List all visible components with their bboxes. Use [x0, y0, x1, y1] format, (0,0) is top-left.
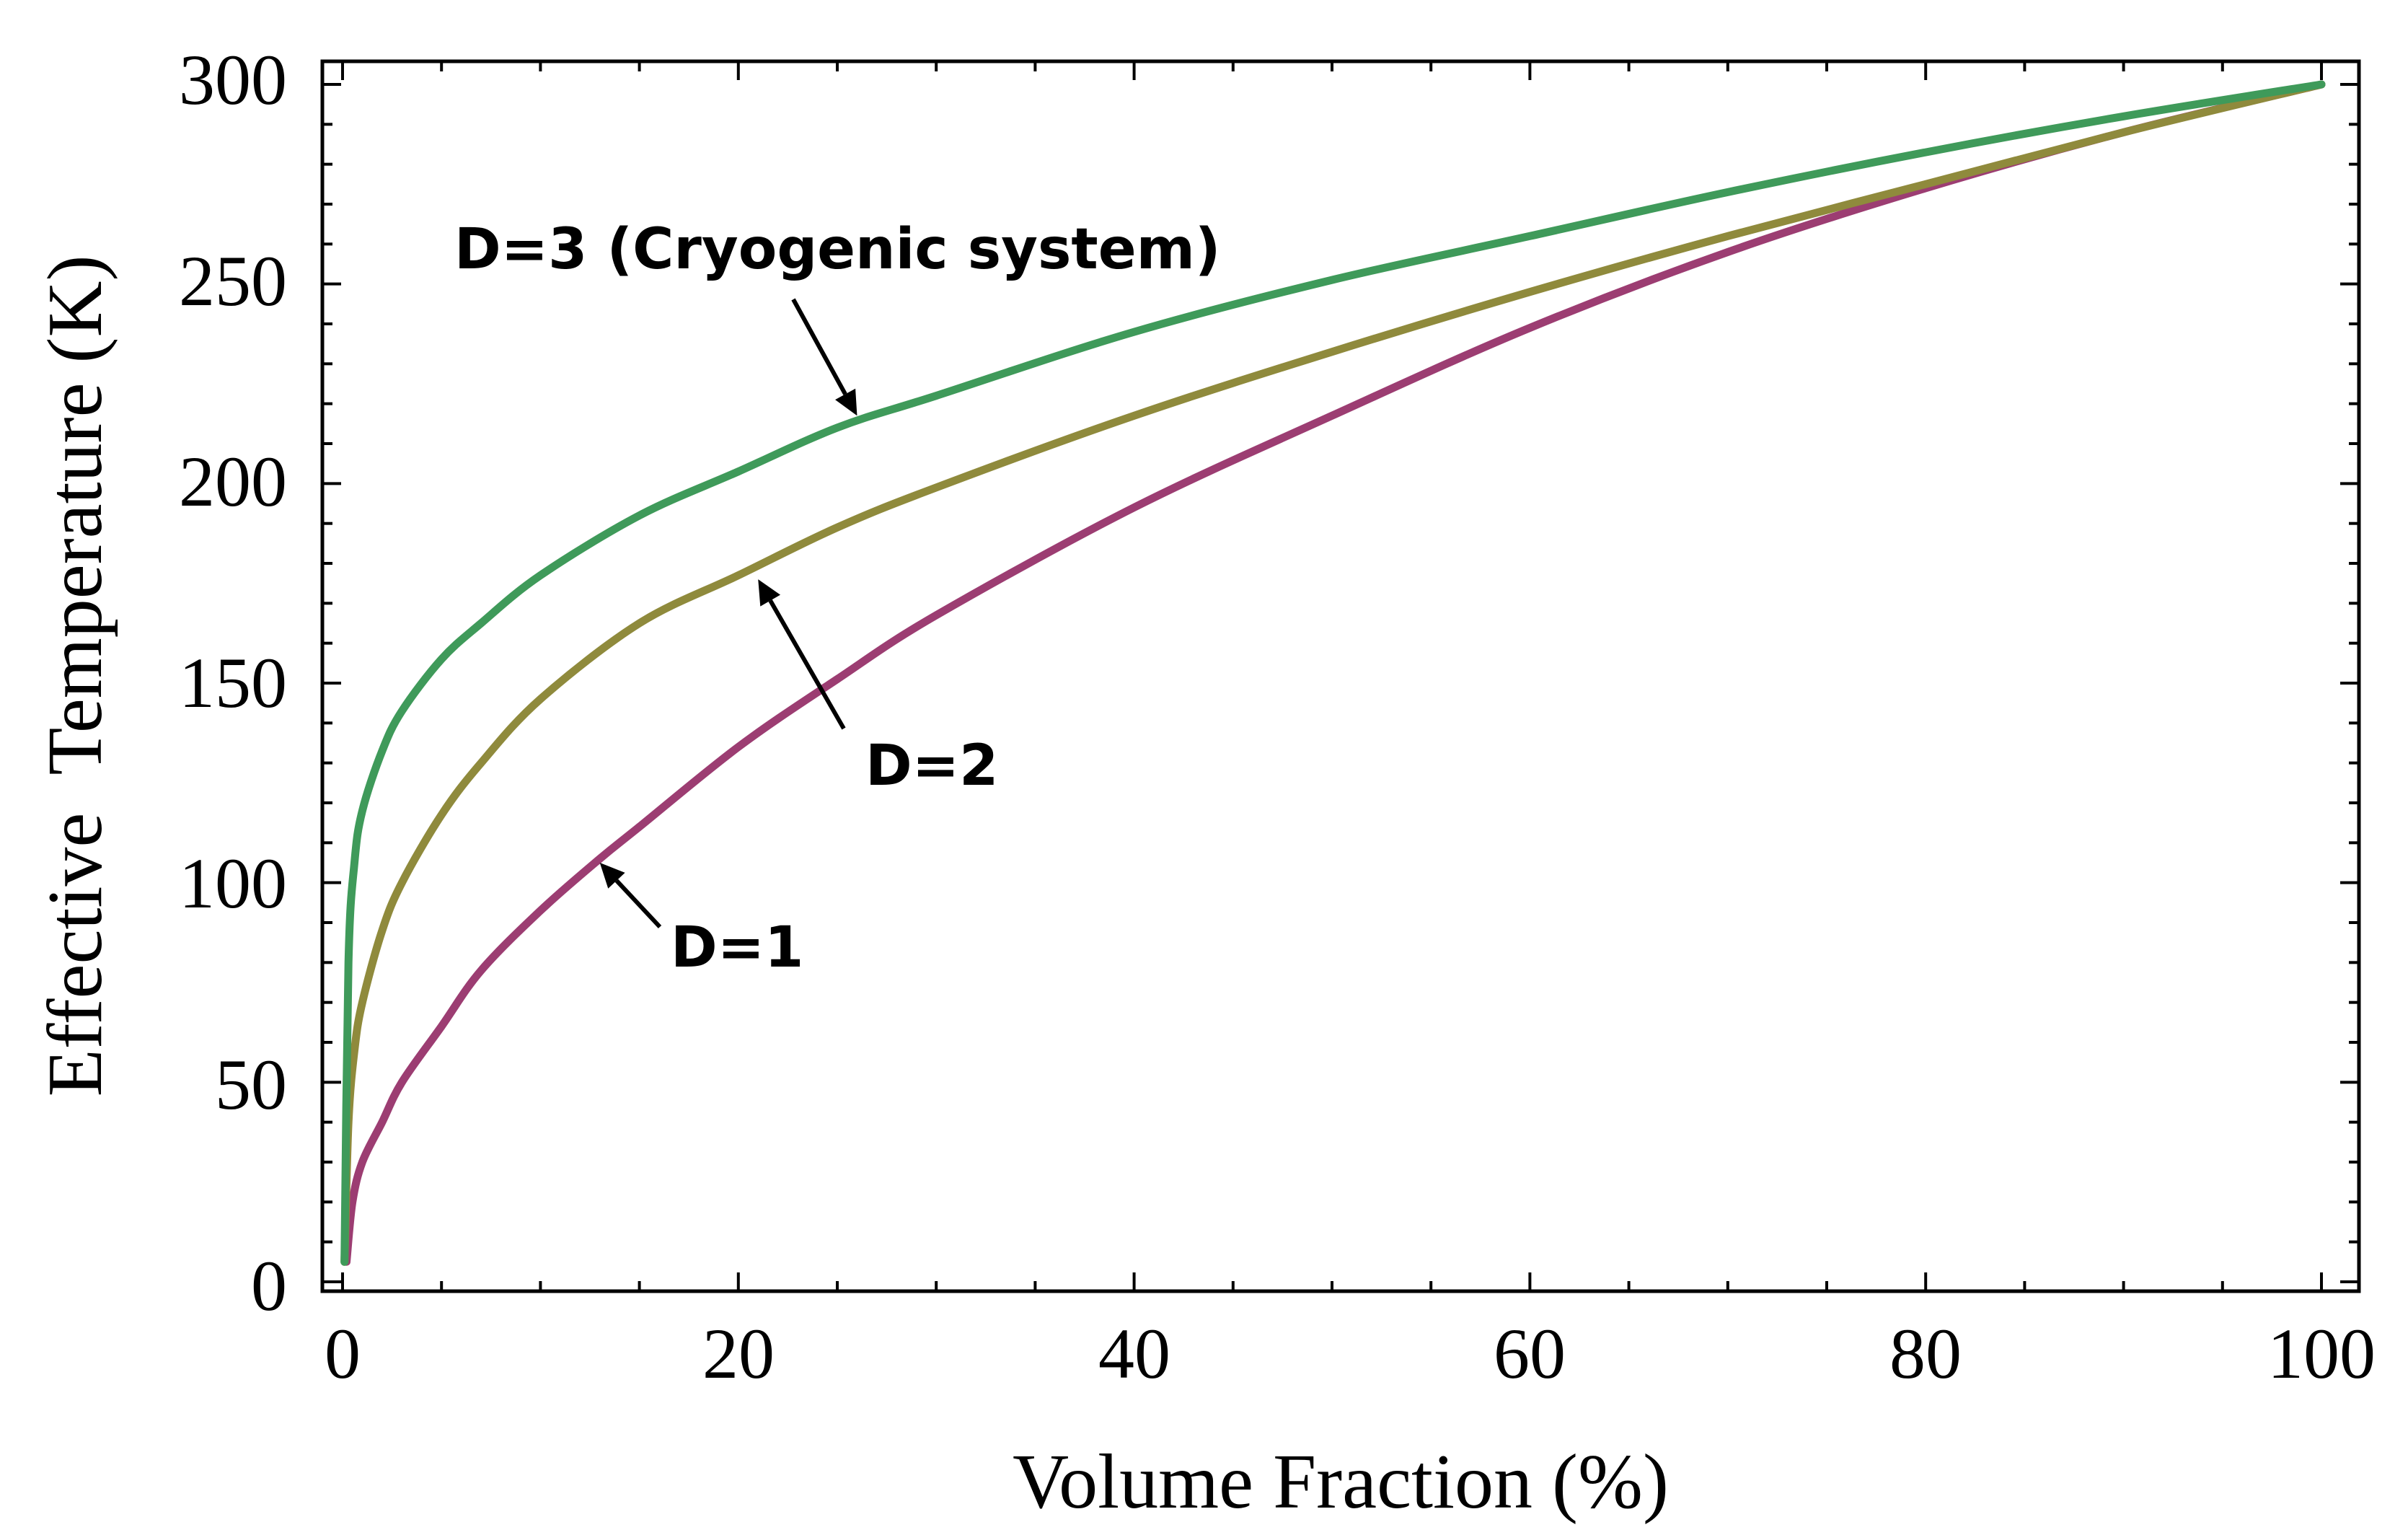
x-tick-label: 0 — [325, 1314, 361, 1394]
arrow-head — [835, 388, 857, 416]
tick-marks — [322, 61, 2359, 1291]
x-tick-label: 60 — [1494, 1314, 1566, 1394]
annotation-label-d2: D=2 — [865, 734, 998, 799]
x-tick-labels: 0 20 40 60 80 100 — [325, 1314, 2376, 1394]
arrow-shaft — [768, 599, 846, 730]
y-axis-title: Effective Temperature (K) — [32, 255, 118, 1097]
annotation-arrow-d1 — [599, 863, 662, 929]
y-tick-label: 50 — [215, 1044, 287, 1125]
y-tick-label: 200 — [179, 441, 287, 522]
x-tick-label: 40 — [1098, 1314, 1170, 1394]
x-tick-label: 100 — [2267, 1314, 2376, 1394]
series-line-d2 — [340, 80, 2326, 1266]
series-line-d1 — [343, 80, 2326, 1266]
x-tick-label: 80 — [1889, 1314, 1962, 1394]
series-layer — [340, 80, 2326, 1266]
x-axis-title: Volume Fraction (%) — [1013, 1439, 1669, 1525]
annotation-label-d1: D=1 — [671, 915, 803, 980]
annotation-arrows — [599, 298, 857, 929]
arrow-head — [758, 579, 781, 607]
annotation-arrow-d2 — [758, 579, 846, 730]
annotation-arrow-d3 — [791, 298, 857, 416]
arrow-shaft — [614, 879, 662, 929]
arrow-shaft — [791, 298, 847, 395]
y-tick-label: 250 — [179, 241, 287, 321]
arrow-head — [599, 863, 625, 889]
x-tick-label: 20 — [702, 1314, 775, 1394]
series-line-d3 — [340, 80, 2326, 1266]
y-tick-labels: 0 50 100 150 200 250 300 — [179, 40, 287, 1326]
y-tick-label: 100 — [179, 843, 287, 923]
y-tick-label: 300 — [179, 40, 287, 120]
y-tick-label: 150 — [179, 643, 287, 723]
y-tick-label: 0 — [251, 1246, 287, 1326]
plot-frame — [320, 59, 2361, 1293]
annotation-label-d3: D=3 (Cryogenic system) — [454, 217, 1221, 282]
